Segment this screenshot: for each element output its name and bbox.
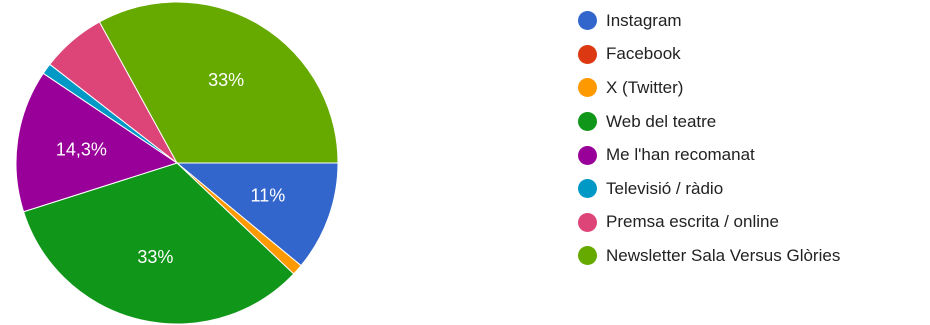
pie-slice-instagram [175, 162, 339, 267]
legend-label: Me l'han recomanat [606, 145, 755, 165]
legend-swatch-icon [578, 112, 597, 132]
legend-item-me-l-han-recomanat: Me l'han recomanat [578, 138, 840, 172]
legend-label: Facebook [606, 44, 681, 64]
legend-swatch-icon [578, 145, 597, 165]
legend-label: Instagram [606, 10, 682, 30]
legend-item-instagram: Instagram [578, 4, 840, 38]
legend-swatch-icon [578, 246, 597, 266]
legend-swatch-icon [578, 179, 597, 199]
slice-label-newsletter-sala-versus-glories: 33% [208, 70, 244, 90]
legend-label: Premsa escrita / online [606, 212, 779, 232]
legend-item-premsa-escrita-online: Premsa escrita / online [578, 206, 840, 240]
pie-slice-me-l-han-recomanat [15, 72, 179, 213]
legend-swatch-icon [578, 44, 597, 64]
legend-label: X (Twitter) [606, 77, 684, 97]
legend-item-newsletter-sala-versus-glories: Newsletter Sala Versus Glòries [578, 239, 840, 273]
legend-swatch-icon [578, 212, 597, 232]
legend-item-televisio-radio: Televisió / ràdio [578, 172, 840, 206]
slice-label-me-l-han-recomanat: 14,3% [56, 139, 107, 159]
legend-label: Televisió / ràdio [606, 178, 724, 198]
legend-swatch-icon [578, 11, 597, 31]
legend-label: Newsletter Sala Versus Glòries [606, 245, 841, 265]
pie-slice-newsletter-sala-versus-glories [98, 1, 339, 164]
slice-label-web-del-teatre: 33% [137, 247, 173, 267]
pie-chart: 11% 33% 14,3% 33% [15, 1, 339, 325]
slice-label-instagram: 11% [251, 186, 286, 206]
legend-swatch-icon [578, 78, 597, 98]
chart-legend: Instagram Facebook X (Twitter) Web del teat… [578, 4, 840, 273]
pie-slice-web-del-teatre [22, 162, 295, 325]
legend-item-web-del-teatre: Web del teatre [578, 105, 840, 139]
legend-item-facebook: Facebook [578, 38, 840, 72]
legend-item-x-twitter: X (Twitter) [578, 71, 840, 105]
legend-label: Web del teatre [606, 111, 717, 131]
